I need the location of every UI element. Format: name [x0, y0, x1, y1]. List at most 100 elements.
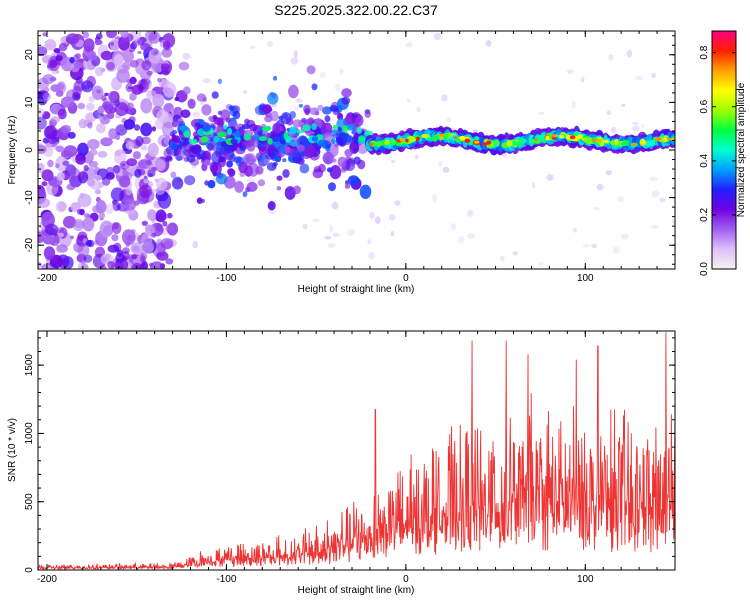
spectrogram-blob [546, 174, 554, 181]
spectrogram-blob [651, 225, 659, 229]
spectrogram-blob [297, 157, 305, 165]
spectrogram-blob [244, 118, 250, 125]
snr-x-tick-label: -100 [216, 574, 236, 585]
spectrogram-blob [239, 130, 245, 137]
spectrogram-blob [258, 136, 268, 142]
spectrogram-blob [42, 92, 51, 101]
spectrogram-blob [545, 135, 550, 141]
spectrogram-blob [99, 116, 111, 125]
spectrogram-blob [95, 189, 101, 195]
spectrogram-blob [329, 224, 334, 233]
spectrogram-blob [56, 171, 65, 181]
spectrogram-blob [55, 155, 68, 172]
spectrogram-blob [264, 115, 273, 123]
spectrogram-blob [321, 106, 332, 115]
spectrogram-blob [86, 75, 96, 88]
spectrogram-blob [129, 60, 139, 68]
spectrogram-blob [416, 106, 421, 113]
spectrogram-blob [247, 162, 259, 177]
spectrogram-blob [97, 150, 108, 158]
spectrogram-blob [293, 50, 298, 59]
spectrogram-blob [187, 98, 196, 109]
spectrogram-blob [266, 40, 273, 48]
spectrogram-blob [324, 115, 331, 123]
spectrogram-blob [266, 162, 277, 171]
spectrogram-blob [169, 141, 178, 151]
snr-frame [37, 330, 676, 571]
spectrogram-blob [341, 132, 350, 139]
spectrogram-blob [531, 138, 536, 144]
spectrogram-blob [212, 114, 218, 120]
colorbar-gradient [712, 31, 736, 269]
spectrogram-blob [473, 140, 480, 144]
spectrogram-blob [580, 76, 585, 83]
spectrogram-y-axis-label: Frequency (Hz) [7, 116, 18, 185]
spectrogram-blob [131, 254, 138, 260]
spectrogram-blob [200, 101, 204, 105]
colorbar-tick-label: 0.2 [699, 208, 710, 222]
spectrogram-blob [232, 110, 241, 120]
spectrogram-blob [38, 162, 45, 173]
spectrogram-blob [659, 197, 666, 203]
spectrogram-blob [183, 130, 191, 138]
spectrogram-blob [242, 153, 254, 165]
spectrogram-blob [506, 140, 512, 147]
spectrogram-blob [485, 40, 492, 47]
spectrogram-blob [351, 136, 359, 143]
snr-y-axis-label: SNR (10 * v/v) [7, 418, 18, 482]
spectrogram-blob [42, 32, 47, 37]
spectrogram-blob [276, 186, 282, 191]
spectrogram-y-tick-label: -10 [24, 190, 35, 205]
colorbar-tick-label: 0.6 [699, 99, 710, 113]
spectrogram-blob [397, 199, 401, 206]
spectrogram-blob [147, 142, 159, 157]
spectrogram-blob [72, 91, 81, 101]
spectrogram-blob [304, 108, 311, 116]
spectrogram-blob [38, 144, 47, 155]
snr-panel: -200 -100 0 100 0 500 1000 1500 Height of stra… [7, 330, 676, 596]
spectrogram-blob [322, 151, 334, 165]
spectrogram-blob [106, 31, 117, 39]
spectrogram-blob [593, 206, 600, 211]
spectrogram-blob [538, 262, 543, 266]
spectrogram-blob [55, 90, 64, 97]
spectrogram-blob [257, 130, 263, 137]
spectrogram-blob [107, 244, 120, 253]
spectrogram-blob [311, 83, 318, 91]
spectrogram-blob [438, 160, 443, 168]
spectrogram-blob [217, 131, 227, 138]
spectrogram-x-tick-label: -200 [37, 273, 57, 284]
spectrogram-blob [132, 151, 141, 160]
spectrogram-blob [537, 111, 545, 115]
spectrogram-blob [391, 159, 396, 163]
spectrogram-blob [89, 148, 98, 156]
spectrogram-blob [97, 114, 103, 121]
spectrogram-blob [359, 184, 372, 199]
spectrogram-blob [282, 169, 290, 178]
spectrogram-blob [229, 145, 237, 152]
spectrogram-blob [95, 200, 107, 214]
spectrogram-blob [406, 98, 411, 103]
spectrogram-blob [173, 106, 183, 120]
spectrogram-blob [671, 219, 675, 224]
spectrogram-blob [192, 111, 200, 118]
spectrogram-blob [263, 158, 270, 165]
spectrogram-blob [82, 217, 95, 232]
spectrogram-blob [433, 32, 442, 41]
spectrogram-blob [44, 223, 59, 236]
spectrogram-blob [107, 90, 119, 103]
spectrogram-blob [222, 151, 230, 159]
spectrogram-blob [645, 140, 651, 147]
spectrogram-blob [102, 101, 114, 110]
spectrogram-blob [272, 122, 282, 135]
spectrogram-blob [318, 163, 326, 173]
spectrogram-blob [207, 180, 216, 189]
spectrogram-blob [99, 220, 114, 238]
spectrogram-blob [211, 151, 223, 165]
spectrogram-blob [215, 173, 228, 185]
spectrogram-blob [151, 188, 156, 194]
spectrogram-blob [466, 210, 474, 217]
spectrogram-blob [612, 246, 620, 254]
spectrogram-blob [140, 255, 146, 263]
